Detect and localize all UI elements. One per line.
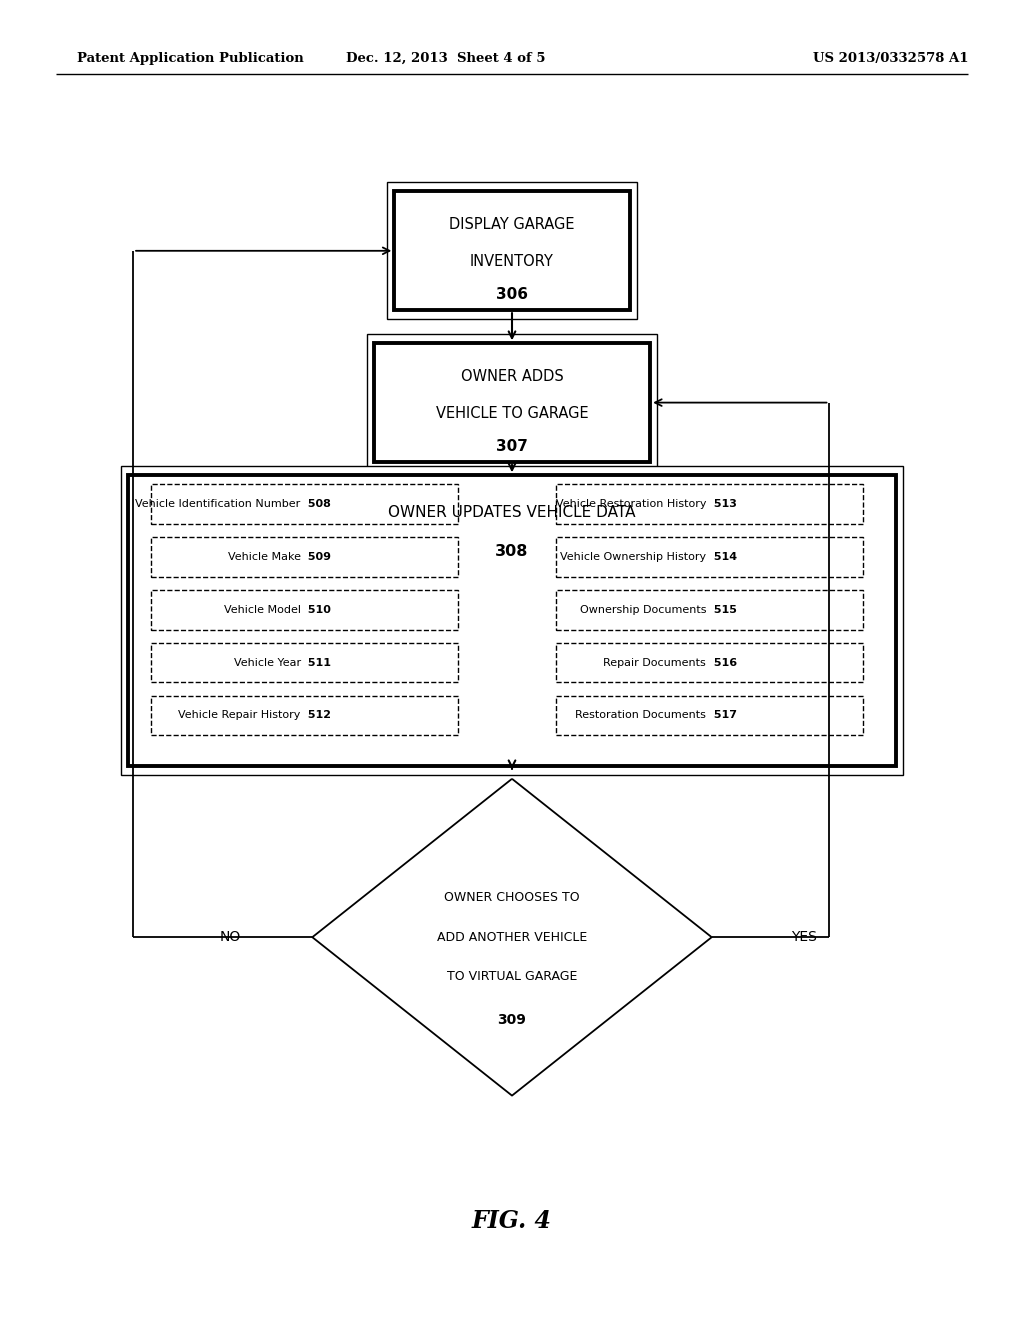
Text: Vehicle Repair History: Vehicle Repair History <box>178 710 304 721</box>
Bar <box>556 537 863 577</box>
Text: 308: 308 <box>496 544 528 560</box>
Text: US 2013/0332578 A1: US 2013/0332578 A1 <box>813 51 969 65</box>
Text: NO: NO <box>220 931 241 944</box>
Text: 508: 508 <box>304 499 331 510</box>
Text: Patent Application Publication: Patent Application Publication <box>77 51 303 65</box>
Text: 511: 511 <box>304 657 331 668</box>
Text: Vehicle Identification Number: Vehicle Identification Number <box>135 499 304 510</box>
Text: 510: 510 <box>304 605 331 615</box>
Bar <box>556 484 863 524</box>
Bar <box>374 343 650 462</box>
Bar <box>367 334 657 471</box>
Bar <box>394 191 630 310</box>
Text: DISPLAY GARAGE: DISPLAY GARAGE <box>450 216 574 232</box>
Text: VEHICLE TO GARAGE: VEHICLE TO GARAGE <box>435 405 589 421</box>
Text: FIG. 4: FIG. 4 <box>472 1209 552 1233</box>
Text: Vehicle Year: Vehicle Year <box>233 657 304 668</box>
Text: 513: 513 <box>710 499 736 510</box>
Text: Repair Documents: Repair Documents <box>603 657 710 668</box>
Text: Ownership Documents: Ownership Documents <box>580 605 710 615</box>
Bar <box>556 643 863 682</box>
Text: 309: 309 <box>498 1014 526 1027</box>
Bar <box>151 696 458 735</box>
Text: Vehicle Ownership History: Vehicle Ownership History <box>560 552 710 562</box>
Text: Dec. 12, 2013  Sheet 4 of 5: Dec. 12, 2013 Sheet 4 of 5 <box>346 51 545 65</box>
Bar <box>121 466 903 775</box>
Bar <box>387 182 637 319</box>
Text: Vehicle Restoration History: Vehicle Restoration History <box>556 499 710 510</box>
Text: 509: 509 <box>304 552 331 562</box>
Bar <box>151 643 458 682</box>
Text: OWNER CHOOSES TO: OWNER CHOOSES TO <box>444 891 580 904</box>
Text: 515: 515 <box>710 605 736 615</box>
Text: 516: 516 <box>710 657 736 668</box>
Bar <box>556 696 863 735</box>
Text: OWNER ADDS: OWNER ADDS <box>461 368 563 384</box>
Text: Restoration Documents: Restoration Documents <box>575 710 710 721</box>
Text: Vehicle Model: Vehicle Model <box>223 605 304 615</box>
Text: 512: 512 <box>304 710 331 721</box>
Text: 517: 517 <box>710 710 736 721</box>
Bar <box>151 484 458 524</box>
Text: INVENTORY: INVENTORY <box>470 253 554 269</box>
Bar <box>128 475 896 766</box>
Bar <box>556 590 863 630</box>
Text: Vehicle Make: Vehicle Make <box>227 552 304 562</box>
Bar <box>151 590 458 630</box>
Text: 514: 514 <box>710 552 736 562</box>
Text: OWNER UPDATES VEHICLE DATA: OWNER UPDATES VEHICLE DATA <box>388 504 636 520</box>
Text: 306: 306 <box>496 286 528 302</box>
Text: ADD ANOTHER VEHICLE: ADD ANOTHER VEHICLE <box>437 931 587 944</box>
Text: TO VIRTUAL GARAGE: TO VIRTUAL GARAGE <box>446 970 578 983</box>
Text: YES: YES <box>791 931 817 944</box>
Bar <box>151 537 458 577</box>
Text: 307: 307 <box>496 438 528 454</box>
